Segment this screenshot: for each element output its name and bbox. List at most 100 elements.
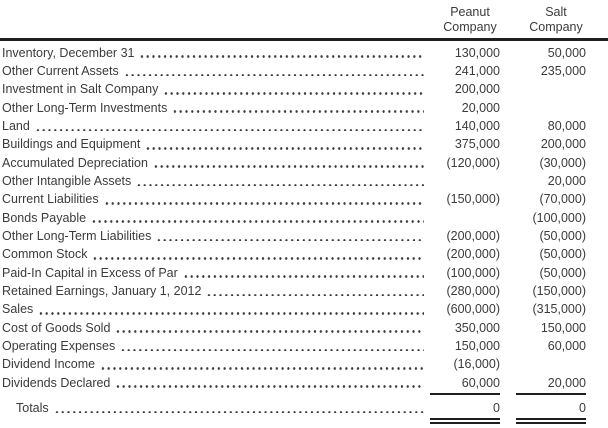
dot-leader [136, 183, 424, 187]
header-rule [0, 38, 608, 41]
table-row: Dividends Declared 60,000 20,000 [2, 374, 586, 396]
peanut-header-line1: Peanut [450, 5, 490, 19]
table-row: Accumulated Depreciation (120,000) (30,0… [2, 154, 586, 172]
row-label: Investment in Salt Company [2, 82, 159, 97]
salt-header-line2: Company [529, 20, 583, 34]
table-row: Inventory, December 31 130,000 50,000 [2, 44, 586, 62]
salt-value: 60,000 [547, 339, 586, 353]
peanut-value: 0 [430, 399, 500, 425]
dot-leader [145, 146, 424, 150]
peanut-value: 200,000 [454, 82, 500, 97]
dot-leader [123, 73, 424, 77]
table-row: Common Stock (200,000) (50,000) [2, 245, 586, 263]
dot-leader [139, 55, 424, 58]
table-body: Inventory, December 31 130,000 50,000 Ot… [0, 41, 608, 425]
row-label: Other Intangible Assets [2, 173, 132, 188]
dot-leader [163, 91, 424, 95]
peanut-value: 350,000 [454, 320, 500, 335]
dot-leader [120, 348, 424, 352]
table-row: Bonds Payable (100,000) [2, 209, 586, 227]
salt-header-line1: Salt [545, 5, 567, 19]
row-label: Dividends Declared [2, 375, 111, 390]
dot-leader [206, 293, 424, 297]
salt-value: 235,000 [540, 63, 586, 78]
table-row: Other Long-Term Investments 20,000 [2, 99, 586, 117]
salt-value: (30,000) [539, 155, 586, 170]
table-row: Cost of Goods Sold 350,000 150,000 [2, 319, 586, 337]
salt-value: 80,000 [547, 118, 586, 133]
table-row: Current Liabilities (150,000) (70,000) [2, 190, 586, 208]
peanut-value: 60,000 [430, 374, 500, 396]
column-header-salt-company: Salt Company [521, 5, 591, 35]
row-label: Other Long-Term Liabilities [2, 228, 152, 243]
peanut-value: 375,000 [454, 137, 500, 152]
table-row: Land 140,000 80,000 [2, 117, 586, 135]
peanut-value: (120,000) [446, 155, 500, 170]
table-row: Retained Earnings, January 1, 2012 (280,… [2, 282, 586, 300]
table-row: Operating Expenses 150,000 60,000 [2, 337, 586, 355]
salt-value: 150,000 [540, 320, 586, 335]
dot-leader [34, 128, 424, 132]
row-label: Common Stock [2, 247, 88, 262]
peanut-value: (16,000) [453, 357, 500, 372]
table-row: Buildings and Equipment 375,000 200,000 [2, 135, 586, 153]
peanut-value: 130,000 [454, 45, 500, 60]
row-label: Paid-In Capital in Excess of Par [2, 265, 178, 280]
row-label: Operating Expenses [2, 339, 116, 353]
row-label: Bonds Payable [2, 210, 87, 225]
dot-leader [172, 110, 424, 113]
peanut-value: 140,000 [454, 118, 500, 133]
peanut-value: 20,000 [461, 100, 500, 115]
table-row: Other Intangible Assets 20,000 [2, 172, 586, 190]
dot-leader [103, 202, 424, 205]
row-label: Other Current Assets [2, 63, 119, 78]
row-label: Other Long-Term Investments [2, 100, 168, 115]
row-label: Sales [2, 302, 34, 317]
dot-leader [91, 220, 424, 223]
salt-value: 50,000 [547, 45, 586, 60]
dot-leader [92, 257, 424, 260]
table-row: Paid-In Capital in Excess of Par (100,00… [2, 264, 586, 282]
row-label: Cost of Goods Sold [2, 320, 111, 335]
salt-value: (100,000) [532, 210, 586, 225]
salt-value: (50,000) [539, 265, 586, 280]
salt-value: 20,000 [547, 173, 586, 188]
column-header-row: Peanut Company Salt Company [0, 0, 608, 38]
column-header-peanut-company: Peanut Company [435, 5, 505, 35]
peanut-header-line2: Company [443, 20, 497, 34]
dot-leader [100, 367, 424, 370]
row-label: Totals [16, 401, 49, 416]
peanut-value: (200,000) [446, 247, 500, 262]
table-row: Other Long-Term Liabilities (200,000) (5… [2, 227, 586, 245]
table-row: Sales (600,000) (315,000) [2, 300, 586, 318]
peanut-value: (200,000) [446, 228, 500, 243]
row-label: Dividend Income [2, 357, 96, 372]
salt-value: 20,000 [516, 374, 586, 396]
dot-leader [115, 330, 424, 333]
dot-leader [152, 165, 424, 168]
salt-value: (50,000) [539, 228, 586, 243]
row-label: Buildings and Equipment [2, 137, 141, 152]
peanut-value: (280,000) [446, 283, 500, 298]
table-row: Dividend Income (16,000) [2, 355, 586, 373]
peanut-value: 150,000 [454, 339, 500, 353]
row-label: Inventory, December 31 [2, 45, 135, 60]
dot-leader [38, 312, 424, 315]
peanut-value: (150,000) [446, 192, 500, 207]
peanut-value: (600,000) [446, 302, 500, 317]
table-row: Investment in Salt Company 200,000 [2, 80, 586, 98]
table-row: Other Current Assets 241,000 235,000 [2, 62, 586, 80]
dot-leader [156, 238, 424, 242]
row-label: Current Liabilities [2, 192, 99, 207]
row-label: Land [2, 118, 30, 133]
salt-value: (315,000) [532, 302, 586, 317]
dot-leader [53, 410, 424, 414]
row-label: Retained Earnings, January 1, 2012 [2, 283, 202, 298]
dot-leader [182, 275, 424, 278]
peanut-value: 241,000 [454, 63, 500, 78]
salt-value: (50,000) [539, 247, 586, 262]
salt-value: (150,000) [532, 283, 586, 298]
peanut-value: (100,000) [446, 265, 500, 280]
salt-value: 0 [516, 399, 586, 425]
